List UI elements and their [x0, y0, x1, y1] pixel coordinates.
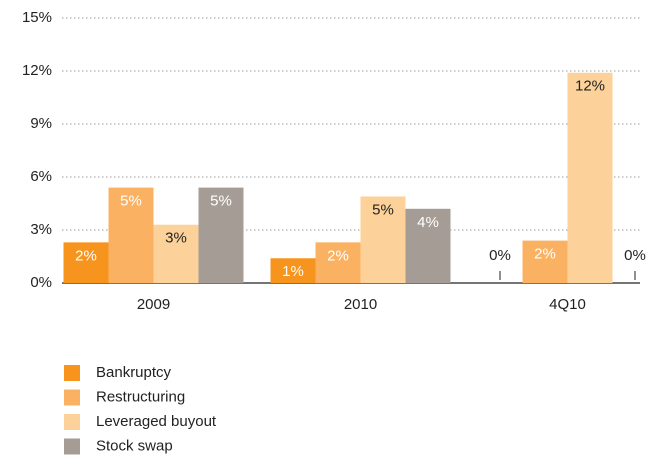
- value-label: 3%: [165, 230, 187, 247]
- legend-swatch: [64, 389, 80, 406]
- x-tick-label: 2010: [344, 296, 377, 313]
- value-label: 5%: [120, 193, 142, 210]
- y-tick-label: 15%: [22, 9, 52, 26]
- legend-swatch: [64, 438, 80, 455]
- bar: [270, 258, 316, 283]
- bar: [108, 187, 154, 283]
- value-label: 5%: [210, 193, 232, 210]
- legend-label: Leveraged buyout: [96, 413, 217, 430]
- y-tick-label: 0%: [30, 274, 52, 291]
- bar: [360, 196, 406, 283]
- x-tick-label: 4Q10: [549, 296, 586, 313]
- value-label: 5%: [372, 201, 394, 218]
- legend-label: Bankruptcy: [96, 364, 172, 381]
- value-label: 0%: [624, 247, 646, 264]
- legend-swatch: [64, 414, 80, 430]
- y-tick-label: 6%: [30, 168, 52, 185]
- value-label: 2%: [534, 246, 556, 263]
- legend-label: Restructuring: [96, 388, 185, 405]
- value-label: 1%: [282, 263, 304, 280]
- value-label: 2%: [327, 247, 349, 264]
- value-label: 12%: [575, 78, 605, 95]
- value-label: 2%: [75, 247, 97, 264]
- x-tick-label: 2009: [137, 296, 170, 313]
- legend-swatch: [64, 365, 80, 381]
- value-label: 0%: [489, 247, 511, 264]
- bar: [63, 242, 109, 283]
- bar: [153, 224, 199, 283]
- y-tick-label: 12%: [22, 62, 52, 79]
- legend-label: Stock swap: [96, 437, 173, 454]
- y-tick-label: 9%: [30, 115, 52, 132]
- value-label: 4%: [417, 214, 439, 231]
- y-tick-label: 3%: [30, 221, 52, 238]
- bar: [405, 208, 451, 283]
- bar: [567, 72, 613, 284]
- bar: [315, 242, 361, 283]
- bar: [198, 187, 244, 283]
- bar: [522, 240, 568, 283]
